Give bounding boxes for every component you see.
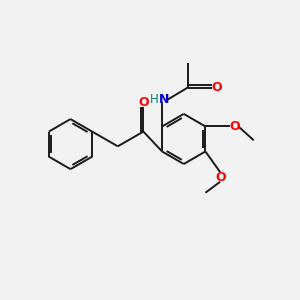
Text: O: O xyxy=(215,172,226,184)
Text: O: O xyxy=(230,120,240,133)
Text: O: O xyxy=(138,96,149,109)
Text: O: O xyxy=(212,81,222,94)
Text: H: H xyxy=(149,93,158,106)
Text: N: N xyxy=(159,93,170,106)
